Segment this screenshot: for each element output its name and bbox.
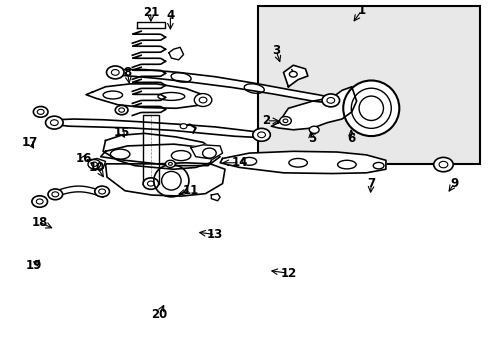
Polygon shape (103, 134, 215, 169)
Text: 5: 5 (307, 132, 315, 145)
Circle shape (106, 66, 124, 79)
Text: 13: 13 (207, 228, 223, 241)
Polygon shape (211, 194, 220, 201)
Polygon shape (105, 163, 224, 196)
Text: 11: 11 (183, 184, 199, 197)
Polygon shape (53, 119, 263, 138)
Text: 19: 19 (25, 259, 42, 272)
Circle shape (48, 189, 62, 200)
Circle shape (279, 117, 291, 125)
Text: 6: 6 (347, 132, 355, 145)
Text: 12: 12 (280, 267, 296, 280)
Circle shape (194, 94, 211, 107)
Polygon shape (87, 158, 105, 170)
Bar (258, 6, 479, 164)
Circle shape (309, 126, 319, 134)
Text: 3: 3 (272, 44, 280, 57)
Text: 17: 17 (22, 136, 38, 149)
Polygon shape (86, 84, 205, 108)
Text: 4: 4 (166, 9, 174, 22)
Polygon shape (271, 87, 356, 130)
Circle shape (289, 71, 297, 77)
Circle shape (143, 178, 158, 189)
Text: 8: 8 (123, 66, 131, 79)
Circle shape (33, 107, 48, 117)
Text: 18: 18 (31, 216, 48, 229)
Circle shape (45, 116, 63, 129)
Text: 15: 15 (113, 126, 129, 139)
Circle shape (433, 157, 452, 172)
Text: 10: 10 (89, 161, 105, 174)
Circle shape (322, 94, 339, 107)
Polygon shape (190, 145, 222, 159)
Text: 21: 21 (142, 6, 159, 19)
Text: 7: 7 (366, 177, 375, 190)
Text: 14: 14 (231, 156, 247, 169)
Polygon shape (112, 69, 331, 103)
Text: 2: 2 (262, 114, 270, 127)
Circle shape (165, 160, 175, 167)
Circle shape (180, 124, 186, 129)
Circle shape (115, 105, 128, 115)
Text: 20: 20 (151, 308, 167, 321)
Circle shape (95, 186, 109, 197)
Text: 1: 1 (357, 4, 365, 17)
Polygon shape (283, 65, 307, 87)
Text: 9: 9 (449, 177, 457, 190)
Ellipse shape (343, 81, 399, 136)
Text: 16: 16 (75, 152, 92, 165)
Polygon shape (143, 116, 158, 184)
Circle shape (88, 159, 101, 169)
Circle shape (32, 196, 47, 207)
Polygon shape (137, 22, 164, 28)
Polygon shape (220, 151, 385, 174)
Circle shape (252, 129, 270, 141)
Polygon shape (101, 144, 220, 166)
Polygon shape (168, 47, 183, 60)
